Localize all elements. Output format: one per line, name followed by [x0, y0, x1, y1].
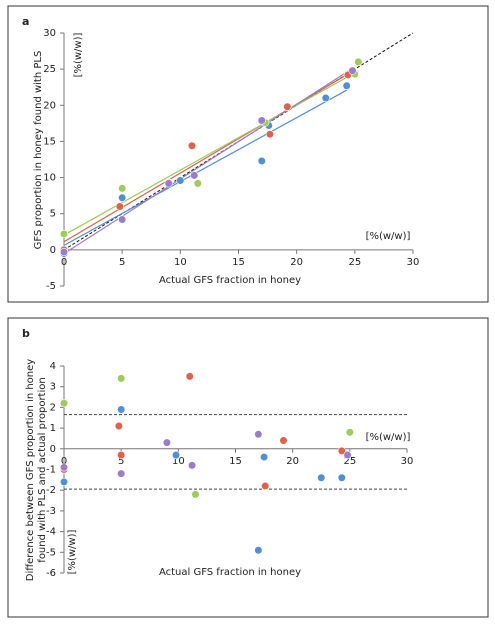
- fit-line: [63, 67, 353, 255]
- y-tick-label: 5: [50, 209, 56, 220]
- x-axis-label: Actual GFS fraction in honey: [159, 567, 301, 578]
- y-tick-label: -3: [46, 506, 56, 517]
- data-point: [117, 405, 126, 414]
- y-axis-label: Difference between GFS proportion in hon…: [25, 359, 36, 582]
- fit-line: [63, 70, 359, 236]
- panel-frame: [7, 5, 489, 303]
- x-tick-label: 10: [174, 257, 187, 268]
- y-unit: [%(w/w)]: [73, 32, 84, 77]
- x-tick-label: 5: [118, 456, 124, 467]
- x-unit: [%(w/w)]: [366, 231, 411, 242]
- data-point: [187, 141, 197, 150]
- data-point: [117, 469, 126, 478]
- data-point: [254, 546, 263, 555]
- data-point: [59, 463, 69, 472]
- data-point: [117, 450, 126, 460]
- data-point: [191, 490, 200, 499]
- data-point: [59, 247, 69, 257]
- data-point: [176, 176, 185, 185]
- y-tick-label: 15: [43, 136, 56, 147]
- panel-label: b: [22, 327, 30, 340]
- data-point: [265, 130, 275, 139]
- y-tick-label: 10: [43, 173, 56, 184]
- data-point: [337, 473, 346, 482]
- data-point: [164, 179, 173, 188]
- data-point: [348, 66, 357, 75]
- data-point: [171, 450, 181, 460]
- data-point: [115, 202, 124, 211]
- x-tick-label: 20: [290, 257, 303, 268]
- data-point: [190, 171, 199, 180]
- data-point: [342, 81, 351, 90]
- x-tick-label: 15: [232, 257, 245, 268]
- data-point: [59, 477, 69, 487]
- x-tick-label: 30: [401, 456, 414, 467]
- x-tick-label: 0: [61, 456, 67, 467]
- y-tick-label: 1: [50, 423, 56, 434]
- x-unit: [%(w/w)]: [366, 432, 411, 443]
- data-point: [117, 374, 126, 383]
- data-point: [59, 229, 69, 239]
- x-tick-label: 10: [172, 456, 185, 467]
- x-tick-label: 5: [119, 257, 125, 268]
- y-tick-label: 2: [50, 402, 56, 413]
- y-tick-label: -5: [46, 281, 56, 292]
- y-axis-label: GFS proportion in honey found with PLS: [33, 51, 44, 250]
- y-tick-label: -2: [46, 485, 56, 496]
- y-tick-label: 4: [50, 361, 56, 372]
- x-tick-label: 20: [286, 456, 299, 467]
- data-point: [317, 473, 326, 482]
- x-tick-label: 15: [229, 456, 242, 467]
- data-point: [185, 372, 194, 381]
- data-point: [118, 184, 127, 193]
- data-point: [254, 430, 263, 439]
- data-point: [345, 428, 354, 437]
- data-point: [337, 446, 346, 455]
- panel-label: a: [22, 15, 29, 28]
- x-tick-label: 30: [407, 257, 420, 268]
- data-point: [279, 436, 288, 445]
- y-tick-label: 3: [50, 382, 56, 393]
- data-point: [187, 461, 197, 470]
- y-tick-label: -1: [46, 465, 56, 476]
- y-tick-label: 30: [43, 28, 56, 39]
- y-tick-label: -5: [46, 547, 56, 558]
- data-point: [118, 215, 127, 224]
- y-tick-label: 25: [43, 64, 56, 75]
- y-axis-label: found with PLS and actual proportion: [37, 377, 48, 562]
- x-tick-label: 0: [61, 257, 67, 268]
- data-point: [257, 156, 266, 166]
- x-tick-label: 25: [348, 257, 361, 268]
- y-tick-label: 0: [50, 444, 56, 455]
- data-point: [259, 452, 269, 462]
- y-unit: [%(w/w)]: [67, 529, 78, 574]
- y-tick-label: -6: [46, 568, 56, 579]
- fit-line: [63, 89, 347, 246]
- y-tick-label: 0: [50, 245, 56, 256]
- data-point: [59, 399, 69, 408]
- y-tick-label: 20: [43, 100, 56, 111]
- data-point: [193, 179, 202, 188]
- panel-frame: [7, 317, 489, 618]
- x-tick-label: 25: [343, 456, 356, 467]
- y-tick-label: -4: [46, 527, 56, 538]
- data-point: [257, 116, 266, 125]
- data-point: [321, 93, 330, 103]
- data-point: [283, 102, 292, 111]
- x-axis-label: Actual GFS fraction in honey: [159, 275, 301, 286]
- data-point: [261, 481, 270, 491]
- data-point: [114, 421, 123, 431]
- data-point: [162, 438, 171, 447]
- data-point: [354, 57, 363, 67]
- data-point: [118, 193, 127, 202]
- data-point: [343, 450, 352, 460]
